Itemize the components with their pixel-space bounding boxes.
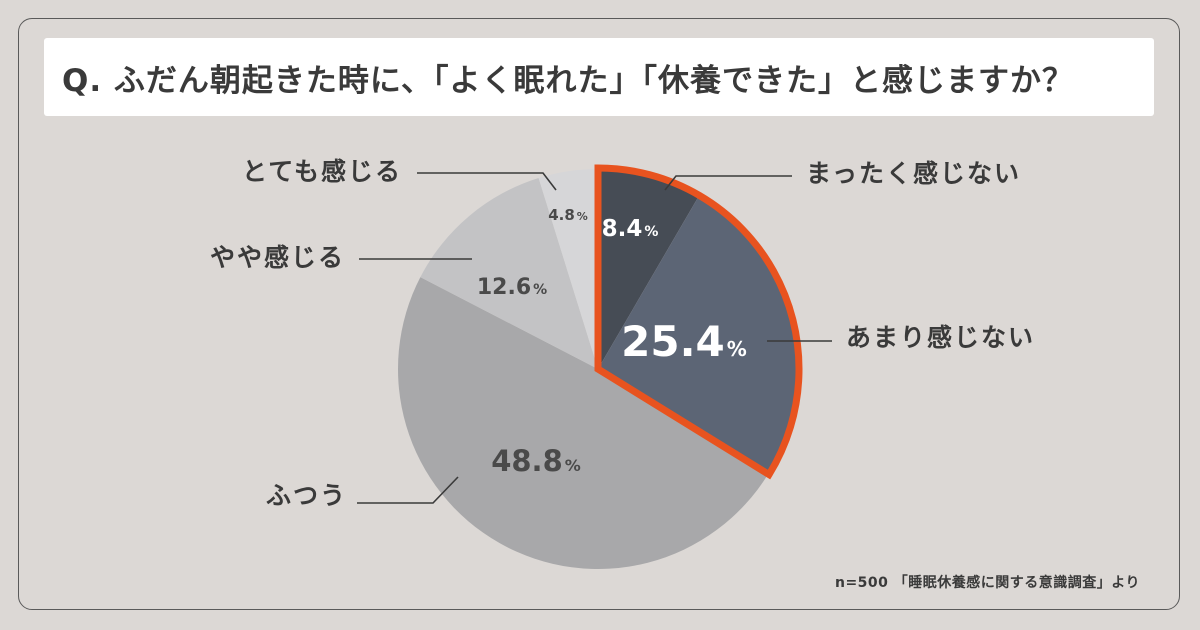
percent-label-4: 4.8% [548,206,588,224]
pie-slice-2 [398,277,769,569]
category-label-0: まったく感じない [806,159,1021,188]
pie-slice-3 [420,178,598,369]
source-note: n=500 「睡眠休養感に関する意識調査」より [834,575,1140,591]
leader-line-2 [357,476,459,504]
chart-frame [18,18,1180,610]
leader-lines [357,172,832,504]
percent-label-0: 8.4% [602,216,659,242]
highlight-border [594,164,803,480]
category-label-1: あまり感じない [846,323,1035,352]
pie-slice-0 [598,169,699,369]
category-label-2: ふつう [266,481,347,510]
leader-line-4 [417,172,557,191]
highlight-outline [594,164,803,480]
category-label-4: とても感じる [242,157,402,186]
pie-slice-4 [538,169,598,369]
category-label-3: やや感じる [210,243,345,272]
pie-slice-1 [598,196,798,475]
percent-labels: 8.4 % 25.4 % 48.8 % 12.6 % 4.8% [477,206,747,478]
percent-label-1: 25.4% [621,317,747,366]
leader-line-0 [664,175,792,191]
chart-title: Q. ふだん朝起きた時に、「よく眠れた」「休養できた」と感じますか？ [62,62,1074,99]
pie-slices [398,169,798,569]
percent-label-2: 48.8% [491,444,581,478]
percent-label-3: 12.6% [477,275,547,300]
title-box: Q. ふだん朝起きた時に、「よく眠れた」「休養できた」と感じますか？ [44,38,1154,116]
